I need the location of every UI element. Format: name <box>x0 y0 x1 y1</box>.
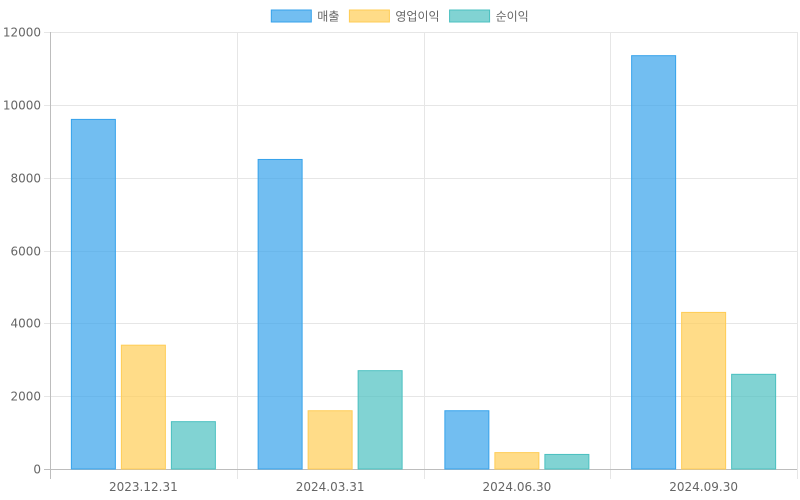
grid-lines <box>44 32 798 479</box>
legend[interactable]: 매출 영업이익 순이익 <box>270 9 529 24</box>
y-tick-label: 2000 <box>10 390 41 404</box>
legend-item[interactable]: 매출 <box>270 9 339 24</box>
y-tick-label: 0 <box>33 463 41 477</box>
bar-sales[interactable] <box>70 118 116 470</box>
bars <box>70 55 777 470</box>
legend-item[interactable]: 영업이익 <box>348 9 440 24</box>
y-tick-label: 12000 <box>3 26 41 40</box>
x-tick-label: 2024.09.30 <box>669 480 738 494</box>
legend-item[interactable]: 순이익 <box>449 9 529 24</box>
bar-net-income[interactable] <box>731 373 777 470</box>
legend-swatch <box>270 9 312 23</box>
y-axis-tick-labels: 0 2000 4000 6000 8000 10000 12000 <box>3 26 41 477</box>
y-tick-label: 6000 <box>10 245 41 259</box>
y-tick-label: 4000 <box>10 317 41 331</box>
bar-operating-income[interactable] <box>681 311 727 470</box>
x-tick-label: 2024.03.31 <box>296 480 365 494</box>
bar-net-income[interactable] <box>544 453 590 470</box>
bar-operating-income[interactable] <box>494 452 540 470</box>
x-tick-label: 2024.06.30 <box>483 480 552 494</box>
y-tick-label: 8000 <box>10 172 41 186</box>
x-tick-label: 2023.12.31 <box>109 480 178 494</box>
legend-label: 매출 <box>317 10 339 24</box>
legend-swatch <box>449 9 491 23</box>
legend-swatch <box>348 9 390 23</box>
bar-sales[interactable] <box>444 410 490 470</box>
bar-operating-income[interactable] <box>307 410 353 470</box>
legend-label: 순이익 <box>496 10 529 24</box>
bar-net-income[interactable] <box>170 421 216 470</box>
bar-sales[interactable] <box>257 158 303 470</box>
bar-sales[interactable] <box>631 55 677 470</box>
legend-label: 영업이익 <box>395 10 439 24</box>
x-axis-tick-labels: 2023.12.31 2024.03.31 2024.06.30 2024.09.30 <box>109 480 738 494</box>
bar-operating-income[interactable] <box>120 344 166 470</box>
bar-net-income[interactable] <box>357 370 403 470</box>
y-tick-label: 10000 <box>3 99 41 113</box>
